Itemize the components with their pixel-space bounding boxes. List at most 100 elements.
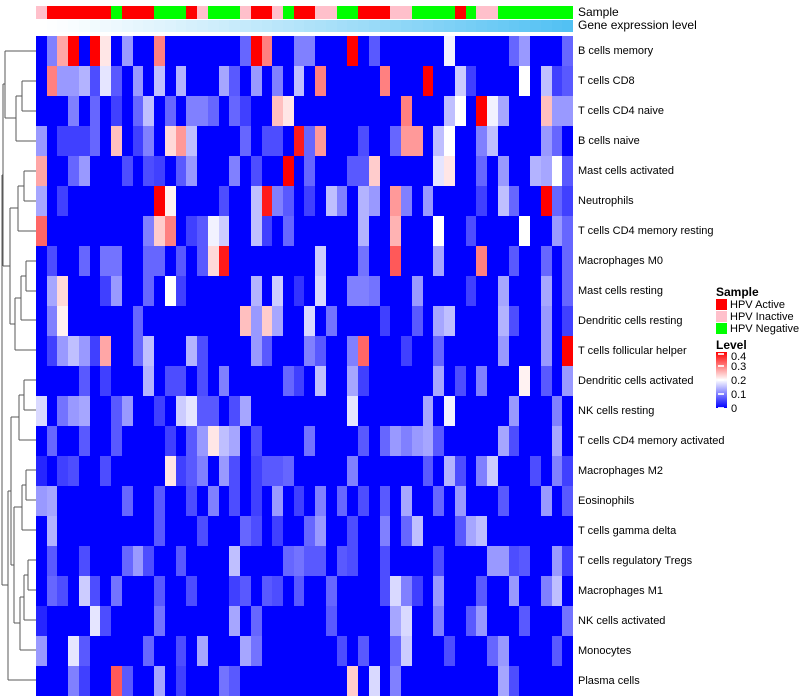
- heatmap-cell: [89, 576, 101, 606]
- heatmap-cell: [57, 96, 69, 126]
- row-label: Macrophages M1: [578, 585, 663, 597]
- heatmap-cell: [401, 36, 412, 66]
- heatmap-cell: [57, 336, 69, 366]
- heatmap-cell: [411, 636, 423, 666]
- heatmap-cell: [530, 636, 541, 666]
- heatmap-cell: [358, 246, 369, 276]
- heatmap-cell: [347, 126, 359, 156]
- heatmap-cell: [358, 576, 369, 606]
- heatmap-cell: [261, 186, 273, 216]
- heatmap-cell: [78, 66, 90, 96]
- heatmap-cell: [497, 216, 509, 246]
- heatmap-cell: [508, 576, 520, 606]
- heatmap-cell: [422, 36, 434, 66]
- heatmap-cell: [132, 636, 144, 666]
- heatmap-cell: [132, 666, 144, 696]
- colorbar-tick-label: 0.3: [731, 361, 747, 373]
- row-label: Mast cells resting: [578, 285, 663, 297]
- heatmap-cell: [422, 636, 434, 666]
- heatmap-cell: [454, 456, 466, 486]
- heatmap-cell: [530, 666, 541, 696]
- sample-annotation-cell: [175, 6, 187, 19]
- heatmap-cell: [325, 276, 337, 306]
- heatmap-cell: [336, 96, 348, 126]
- sample-annotation-cell: [551, 6, 563, 19]
- heatmap-cell: [347, 396, 359, 426]
- heatmap-cell: [229, 426, 241, 456]
- heatmap-cell: [132, 246, 144, 276]
- heatmap-cell: [207, 546, 219, 576]
- heatmap-cell: [379, 276, 391, 306]
- sample-annotation-cell: [132, 6, 144, 19]
- heatmap-cell: [272, 36, 284, 66]
- heatmap-cell: [132, 66, 144, 96]
- heatmap-cell: [336, 366, 348, 396]
- heatmap-cell: [197, 246, 208, 276]
- gene-annotation-cell: [390, 20, 402, 32]
- heatmap-cell: [143, 606, 155, 636]
- heatmap-cell: [250, 246, 262, 276]
- heatmap-cell: [454, 486, 466, 516]
- heatmap-cell: [78, 276, 90, 306]
- heatmap-cell: [175, 36, 187, 66]
- heatmap-cell: [336, 306, 348, 336]
- heatmap-cell: [293, 276, 305, 306]
- heatmap-cell: [411, 606, 423, 636]
- heatmap-cell: [111, 276, 122, 306]
- heatmap-cell: [78, 306, 90, 336]
- heatmap-cell: [175, 666, 187, 696]
- heatmap-cell: [476, 426, 488, 456]
- heatmap-cell: [261, 276, 273, 306]
- gene-annotation-cell: [476, 20, 488, 32]
- heatmap-cell: [164, 516, 176, 546]
- heatmap-cell: [368, 336, 380, 366]
- row-label: B cells naive: [578, 135, 640, 147]
- heatmap-cell: [283, 666, 294, 696]
- heatmap-cell: [562, 366, 573, 396]
- heatmap-cell: [379, 516, 391, 546]
- heatmap-cell: [508, 396, 520, 426]
- heatmap-cell: [347, 246, 359, 276]
- row-label: Macrophages M2: [578, 465, 663, 477]
- heatmap-cell: [121, 156, 133, 186]
- heatmap-cell: [186, 516, 198, 546]
- sample-annotation-cell: [315, 6, 326, 19]
- heatmap-cell: [497, 66, 509, 96]
- sample-annotation-cell: [422, 6, 434, 19]
- heatmap-cell: [36, 486, 47, 516]
- heatmap-cell: [78, 396, 90, 426]
- heatmap-cell: [497, 456, 509, 486]
- heatmap-cell: [46, 486, 58, 516]
- heatmap-cell: [46, 96, 58, 126]
- heatmap-cell: [497, 546, 509, 576]
- heatmap-cell: [272, 336, 284, 366]
- heatmap-cell: [293, 636, 305, 666]
- gene-annotation-cell: [336, 20, 348, 32]
- heatmap-cell: [487, 606, 498, 636]
- heatmap-cell: [57, 366, 69, 396]
- heatmap-cell: [197, 426, 208, 456]
- gene-annotation-cell: [261, 20, 273, 32]
- heatmap-cell: [562, 96, 573, 126]
- heatmap-cell: [272, 546, 284, 576]
- heatmap-cell: [465, 96, 477, 126]
- heatmap-cell: [562, 546, 573, 576]
- heatmap-cell: [325, 306, 337, 336]
- heatmap-cell: [476, 366, 488, 396]
- heatmap-cell: [530, 396, 541, 426]
- heatmap-cell: [283, 486, 294, 516]
- gene-annotation-cell: [540, 20, 552, 32]
- heatmap-cell: [540, 546, 552, 576]
- heatmap-cell: [100, 126, 112, 156]
- heatmap-cell: [336, 156, 348, 186]
- heatmap-cell: [465, 486, 477, 516]
- heatmap-cell: [218, 216, 230, 246]
- heatmap-cell: [68, 486, 79, 516]
- heatmap-cell: [89, 336, 101, 366]
- heatmap-cell: [530, 186, 541, 216]
- heatmap-cell: [57, 36, 69, 66]
- heatmap-cell: [78, 636, 90, 666]
- heatmap-cell: [143, 36, 155, 66]
- heatmap-cell: [154, 546, 165, 576]
- sample-annotation-cell: [519, 6, 531, 19]
